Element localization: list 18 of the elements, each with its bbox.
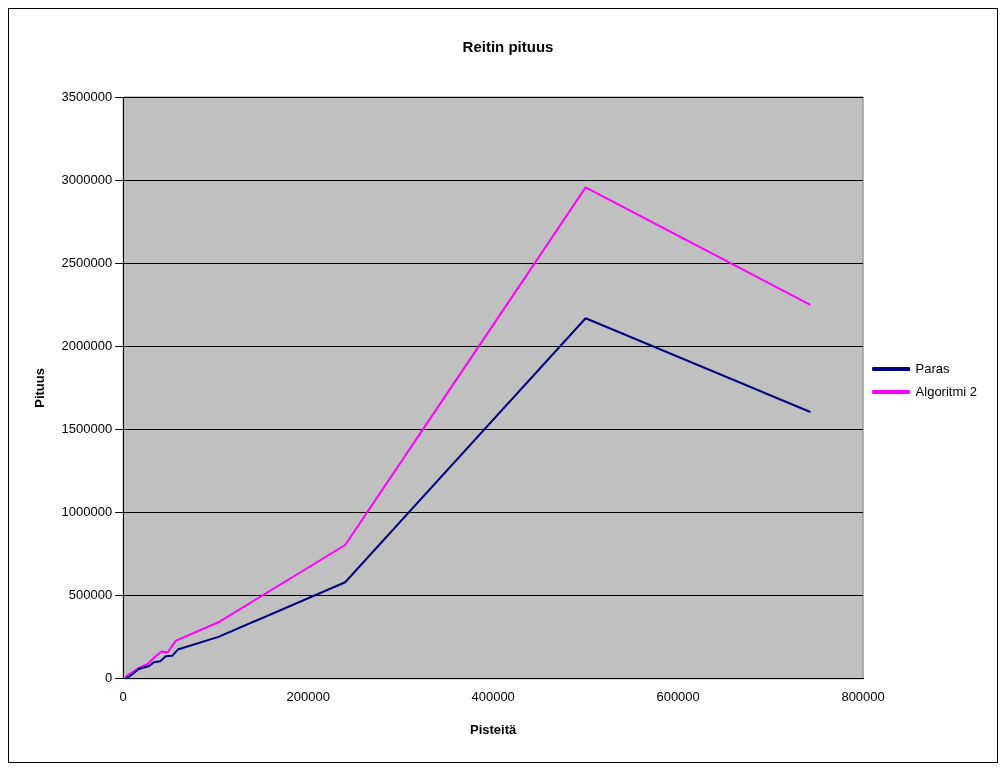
y-tick-label: 1000000 — [61, 504, 113, 520]
y-tick-label: 500000 — [68, 587, 113, 603]
y-tick-label: 3500000 — [61, 88, 113, 104]
x-axis-title: Pisteitä — [470, 721, 518, 737]
y-tick-label: 2000000 — [61, 337, 113, 353]
y-tick-label: 0 — [104, 670, 113, 686]
chart-title: Reitin pituus — [462, 38, 554, 56]
x-tick-label: 200000 — [286, 689, 330, 705]
y-tick-label: 3000000 — [61, 171, 113, 187]
y-tick-label: 1500000 — [61, 421, 113, 437]
y-tick-label: 2500000 — [61, 254, 113, 270]
legend-label: Paras — [915, 360, 951, 376]
y-axis-title: Pituus — [32, 368, 48, 408]
x-tick-label: 800000 — [841, 689, 885, 705]
x-tick-label: 0 — [119, 689, 127, 705]
x-tick-label: 400000 — [471, 689, 515, 705]
legend-label: Algoritmi 2 — [915, 383, 978, 399]
x-tick-label: 600000 — [656, 689, 700, 705]
